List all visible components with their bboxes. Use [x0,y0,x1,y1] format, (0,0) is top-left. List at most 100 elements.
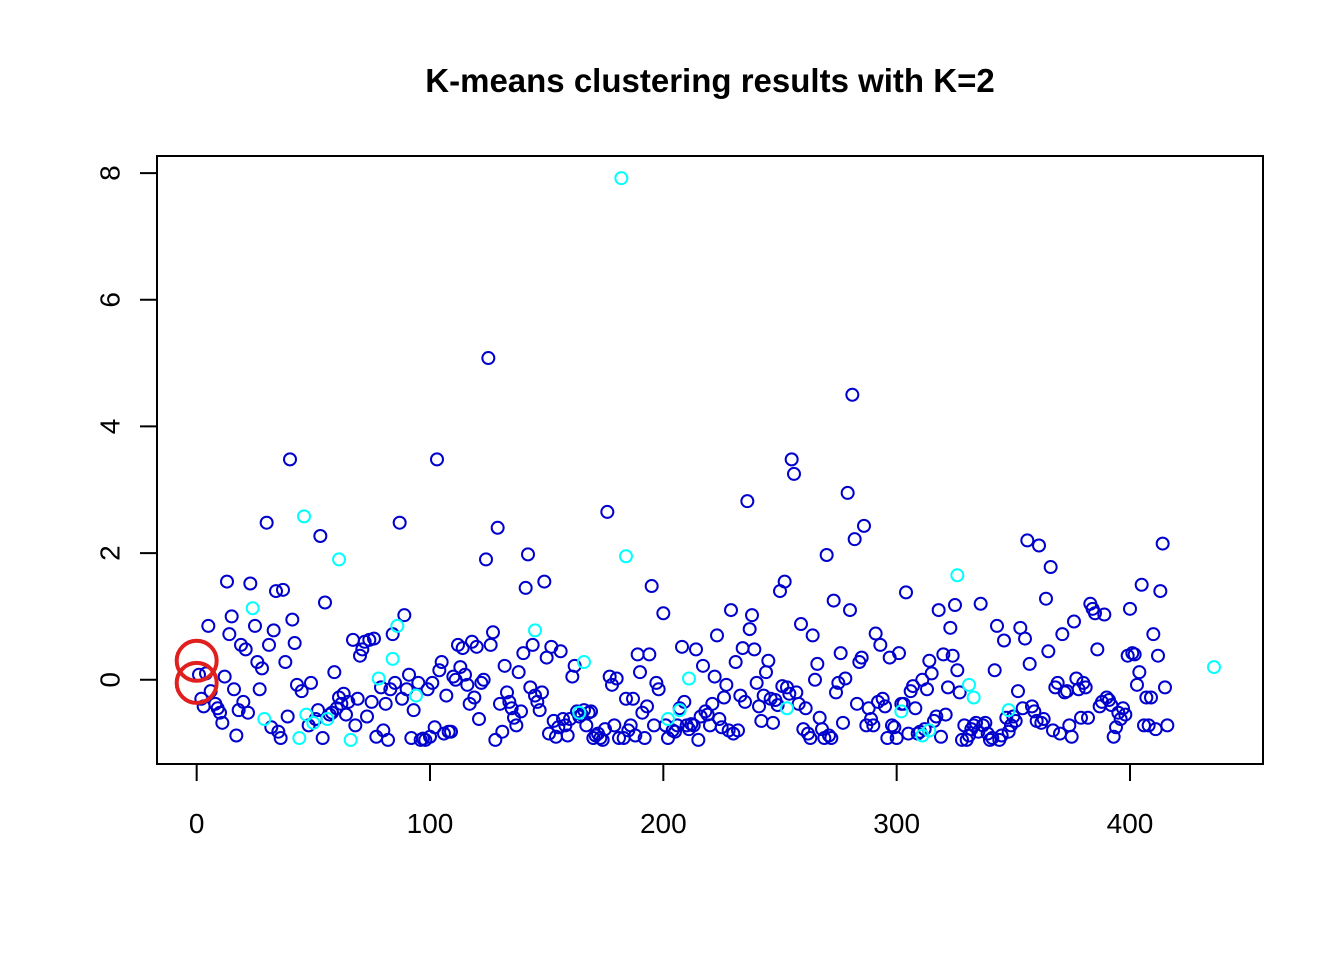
cluster-1-point [327,665,342,680]
cluster-1-point [1123,601,1137,616]
cluster-1-point [906,679,920,694]
cluster-1-point [311,703,325,718]
cluster-1-point [360,709,374,724]
cluster-1-point [791,696,806,711]
cluster-1-point [866,718,881,733]
cluster-1-point [1004,718,1018,733]
cluster-1-point [553,644,568,659]
cluster-1-point [1116,701,1130,716]
cluster-1-point [217,669,232,684]
cluster-1-point [619,691,633,706]
cluster-1-point [273,731,288,746]
cluster-1-point [1130,677,1144,692]
x-tick-label: 0 [189,808,205,839]
cluster-1-point [1001,724,1016,739]
cluster-2-point [332,552,346,567]
cluster-1-point [1099,690,1114,705]
cluster-1-point [824,731,839,746]
y-tick-label: 0 [95,672,126,688]
cluster-1-point [600,504,615,519]
cluster-1-point [276,582,290,597]
cluster-1-point [474,675,489,690]
cluster-1-point [1043,560,1058,575]
cluster-1-point [353,648,367,663]
cluster-1-point [318,595,332,610]
chart-title: K-means clustering results with K=2 [425,62,994,99]
cluster-1-point [747,642,762,657]
cluster-1-point [712,712,727,727]
cluster-1-point [430,452,444,467]
cluster-1-point [262,637,276,652]
cluster-1-point [892,646,906,661]
cluster-1-point [637,731,652,746]
cluster-1-point [224,609,239,624]
cluster-1-point [374,680,388,695]
cluster-1-point [264,720,279,735]
cluster-1-point [1055,627,1070,642]
cluster-2-point [614,171,629,186]
cluster-1-point [899,585,913,600]
cluster-1-point [1158,680,1172,695]
cluster-center [174,638,219,683]
cluster-1-point [829,685,843,700]
cluster-1-point [518,580,533,595]
cluster-1-point [313,529,328,543]
cluster-1-point [1067,614,1081,629]
cluster-1-point [1118,707,1133,722]
cluster-2-point [371,671,386,686]
cluster-1-point [838,671,853,686]
cluster-1-point [1095,694,1109,709]
cluster-1-point [1078,680,1093,695]
cluster-1-point [628,728,643,743]
cluster-1-point [537,574,552,589]
cluster-1-point [875,691,890,706]
cluster-1-point [234,637,248,652]
cluster-1-point [434,655,449,670]
cluster-1-point [980,726,995,741]
cluster-1-point [425,675,440,690]
cluster-1-point [735,641,750,656]
cluster-1-point [761,653,776,668]
cluster-1-point [784,452,799,467]
points-layer [192,171,1221,747]
cluster-1-point [397,608,412,623]
cluster-2-point [1001,703,1016,718]
cluster-1-point [668,724,682,739]
cluster-1-point [642,647,657,662]
cluster-1-point [483,637,498,652]
cluster-1-point [1088,606,1102,621]
cluster-1-point [686,718,701,733]
cluster-1-point [724,603,738,618]
cluster-2-point [320,712,335,727]
cluster-1-point [227,682,241,697]
cluster-1-point [255,661,269,676]
y-tick-label: 6 [95,292,126,308]
cluster-1-point [1008,713,1023,728]
cluster-2-point [950,568,965,583]
cluster-1-point [649,675,664,690]
cluster-1-point [969,715,983,730]
cluster-2-point [894,704,909,719]
cluster-1-point [880,731,895,746]
cluster-1-point [500,685,514,700]
cluster-1-point [509,718,524,733]
cluster-1-point [973,596,988,611]
cluster-1-point [945,648,960,663]
cluster-1-point [1020,533,1035,548]
cluster-1-point [392,515,407,530]
cluster-1-point [280,709,295,724]
cluster-2-point [966,690,981,705]
cluster-1-point [1148,722,1163,737]
cluster-2-point [343,732,358,747]
cluster-1-point [794,617,808,632]
cluster-1-point [1027,704,1042,719]
cluster-1-point [833,646,848,661]
cluster-1-point [843,603,857,618]
cluster-1-point [987,663,1002,678]
x-axis: 0 100 200 300 400 [189,763,1153,839]
cluster-1-point [719,677,734,692]
cluster-1-point [990,618,1004,633]
cluster-1-point [388,675,402,690]
cluster-1-point [1134,577,1149,592]
cluster-2-point [572,705,587,720]
